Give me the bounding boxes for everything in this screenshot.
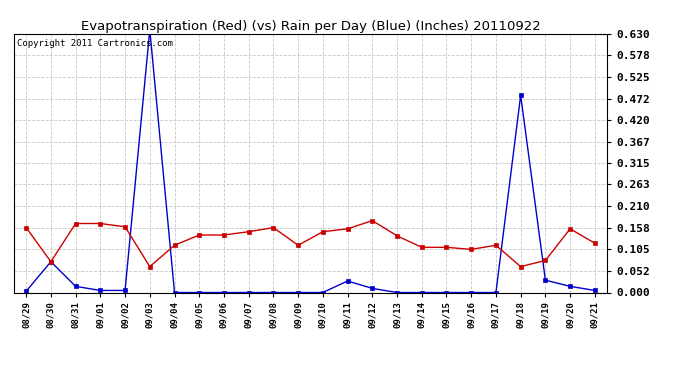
Text: Copyright 2011 Cartronics.com: Copyright 2011 Cartronics.com <box>17 39 172 48</box>
Title: Evapotranspiration (Red) (vs) Rain per Day (Blue) (Inches) 20110922: Evapotranspiration (Red) (vs) Rain per D… <box>81 20 540 33</box>
